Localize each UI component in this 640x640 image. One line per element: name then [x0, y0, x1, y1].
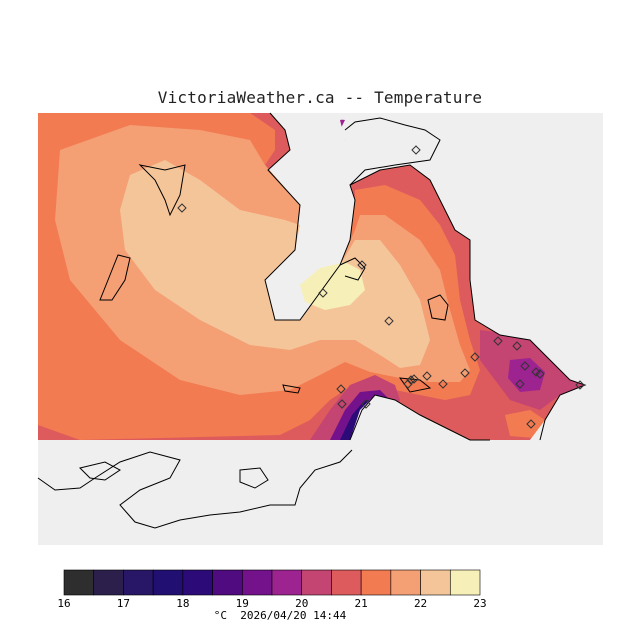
legend-swatch	[390, 569, 421, 596]
diamond-icon[interactable]	[438, 379, 448, 389]
island-small-1	[138, 164, 186, 217]
diamond-icon[interactable]	[515, 379, 525, 389]
diamond-icon[interactable]	[493, 336, 503, 346]
diamond-icon[interactable]	[409, 374, 419, 384]
diamond-icon[interactable]	[406, 375, 416, 385]
map-nodata-east	[38, 113, 603, 545]
legend-swatch	[93, 569, 124, 596]
island-small-3	[427, 294, 449, 321]
map-title: VictoriaWeather.ca -- Temperature	[157, 88, 483, 107]
legend-swatch	[63, 569, 95, 596]
temp-zone-warm-southeast	[505, 410, 545, 438]
legend-swatch	[212, 569, 243, 596]
island-small-4	[282, 384, 301, 394]
legend-tick-label: 22	[414, 597, 427, 610]
diamond-icon[interactable]	[575, 380, 585, 390]
legend-tick-label: 17	[117, 597, 130, 610]
south-coast	[349, 394, 490, 441]
diamond-icon[interactable]	[512, 341, 522, 351]
legend-swatch	[420, 569, 451, 596]
island-small-2	[99, 254, 131, 301]
legend-swatch	[301, 569, 332, 596]
legend-swatch	[123, 569, 154, 596]
legend-ticks: 16 17 18 19 20 21 22 23	[57, 597, 486, 610]
temp-zone-22	[120, 160, 430, 368]
vancouver-island-east-coast	[264, 112, 587, 441]
legend-swatch	[271, 569, 303, 596]
legend-swatch	[152, 569, 184, 596]
diamond-icon[interactable]	[460, 368, 470, 378]
legend-tick-label: 20	[295, 597, 308, 610]
legend-swatch	[182, 569, 213, 596]
diamond-icon[interactable]	[384, 316, 394, 326]
diamond-icon[interactable]	[403, 379, 413, 389]
diamond-icon[interactable]	[318, 288, 328, 298]
legend-tick-label: 21	[355, 597, 368, 610]
diamond-icon[interactable]	[422, 371, 432, 381]
legend-tick-label: 23	[473, 597, 486, 610]
station-markers	[177, 145, 585, 429]
diamond-icon[interactable]	[520, 361, 530, 371]
diamond-icon[interactable]	[526, 419, 536, 429]
land-lower-center	[239, 467, 269, 489]
diamond-icon[interactable]	[337, 399, 347, 409]
legend-tick-label: 19	[236, 597, 249, 610]
saanich-inlet-shore	[339, 257, 366, 281]
legend-unit-timestamp: °C 2026/04/20 14:44	[213, 609, 347, 622]
legend-swatch	[360, 569, 392, 596]
diamond-icon[interactable]	[361, 399, 371, 409]
diamond-icon[interactable]	[357, 260, 367, 270]
legend-colorbar	[63, 569, 481, 596]
diamond-icon[interactable]	[470, 352, 480, 362]
temp-zone-cooler-east	[508, 358, 545, 392]
temperature-field	[38, 113, 603, 545]
land-lower-left	[79, 461, 121, 481]
diamond-icon[interactable]	[535, 369, 545, 379]
legend-swatch	[241, 569, 273, 596]
legend-tick-label: 16	[57, 597, 70, 610]
diamond-icon[interactable]	[411, 145, 421, 155]
olympic-peninsula-coast	[37, 449, 353, 529]
legend-swatch	[331, 569, 362, 596]
north-peninsula-shore	[344, 117, 441, 186]
legend-tick-label: 18	[176, 597, 189, 610]
legend-swatch	[449, 569, 481, 596]
diamond-icon[interactable]	[177, 203, 187, 213]
diamond-icon[interactable]	[336, 384, 346, 394]
